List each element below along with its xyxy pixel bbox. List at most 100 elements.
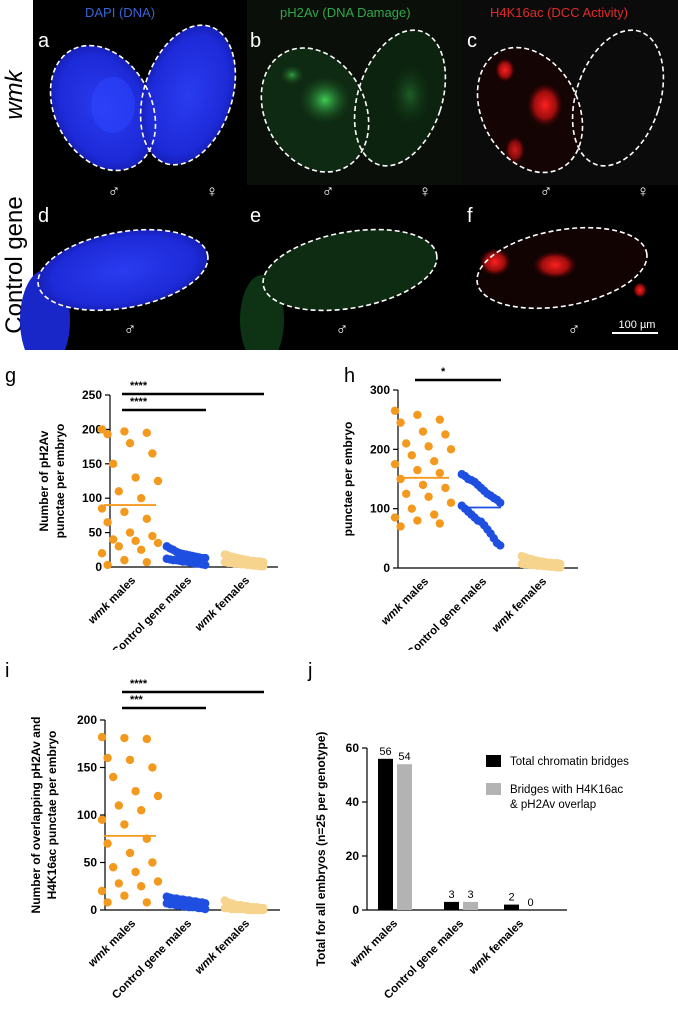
data-point [131,867,140,877]
x-tick-label: wmk females [193,918,252,977]
significance-label: **** [130,380,148,392]
data-point [435,468,444,478]
data-point [446,445,456,454]
scale-bar-label: 100 µm [619,319,656,331]
data-point [142,898,151,907]
panel-letter-e: e [250,205,261,227]
panel-letter-b: b [250,30,261,52]
female-symbol: ♀ [206,182,219,201]
male-symbol: ♂ [568,320,581,339]
data-point [97,815,107,824]
panel-letter-c: c [467,30,477,52]
panel-c-image [476,29,665,174]
data-point [137,882,146,891]
panel-a-image [49,24,237,172]
data-point [201,560,210,570]
data-point [114,542,124,551]
male-symbol: ♂ [540,182,553,201]
panel-e-image [240,228,438,350]
data-point [109,459,118,468]
data-point [148,858,157,867]
male-symbol: ♂ [108,182,121,201]
data-point [125,438,135,448]
bar [504,904,519,910]
bar-value-label: 3 [448,889,454,901]
data-point [153,538,163,548]
data-point [435,415,444,424]
female-symbol: ♀ [419,182,432,201]
significance-label: * [441,366,446,378]
data-point [430,510,439,519]
data-point [103,839,112,848]
data-point [103,518,112,527]
row-label-wmk: wmk [1,68,28,119]
data-point [396,474,405,484]
y-tick-label: 250 [82,388,102,402]
bar-value-label: 56 [379,746,391,758]
y-tick-label: 200 [370,442,390,456]
male-symbol: ♂ [322,182,335,201]
data-point [407,451,416,460]
data-point [396,418,405,427]
y-axis-label: Number of pH2Av punctae per embryo [37,424,67,539]
data-point [441,430,450,439]
data-point [103,430,112,439]
data-point [97,732,107,742]
panel-letter-h: h [344,365,355,387]
data-point [424,492,433,501]
panel-letter-d: d [38,205,49,227]
panel-letter-f: f [467,205,473,227]
y-tick-label: 150 [77,761,97,775]
legend-swatch [486,755,501,767]
panel-letter-j: j [307,660,312,682]
bar-value-label: 0 [527,897,533,909]
channel-label-dapi: DAPI (DNA) [85,5,155,20]
data-point [556,563,565,572]
y-tick-label: 50 [89,526,103,540]
data-point [413,516,422,525]
data-point [142,557,151,567]
bar-value-label: 3 [467,889,473,901]
data-point [97,425,107,434]
data-point [153,877,163,886]
y-tick-label: 0 [95,560,102,574]
data-point [153,791,163,801]
data-point [402,439,411,448]
panel-letter-a: a [38,30,50,52]
y-tick-label: 100 [82,491,102,505]
data-point [109,535,118,544]
y-tick-label: 300 [370,383,390,397]
data-point [120,507,129,517]
data-point [125,528,135,537]
y-tick-label: 0 [383,561,390,575]
y-tick-label: 20 [346,849,360,863]
panel-letter-g: g [5,365,16,387]
data-point [120,427,129,436]
x-tick-label: wmk males [348,918,400,970]
legend-swatch [486,783,501,795]
data-point [201,904,210,914]
data-point [418,427,428,436]
female-symbol: ♀ [637,182,650,201]
data-point [396,522,405,531]
data-point [430,457,439,466]
x-tick-label: wmk males [379,576,431,628]
data-point [120,555,129,565]
x-tick-label: wmk females [467,918,526,977]
legend-label: & pH2Av overlap [510,799,596,811]
male-symbol: ♂ [124,320,137,339]
y-tick-label: 200 [77,713,97,727]
data-point [114,801,124,810]
data-point [446,498,456,507]
y-axis-label: Number of overlapping pH2Av and H4K16ac p… [29,717,59,914]
data-point [390,406,400,415]
bar [444,901,459,910]
y-axis-label: Total for all embryos (n=25 per genotype… [314,732,328,967]
data-point [496,541,505,550]
data-point [97,549,107,558]
y-tick-label: 50 [84,856,98,870]
legend-label: Total chromatin bridges [510,756,629,768]
y-tick-label: 100 [370,502,390,516]
data-point [413,410,422,420]
